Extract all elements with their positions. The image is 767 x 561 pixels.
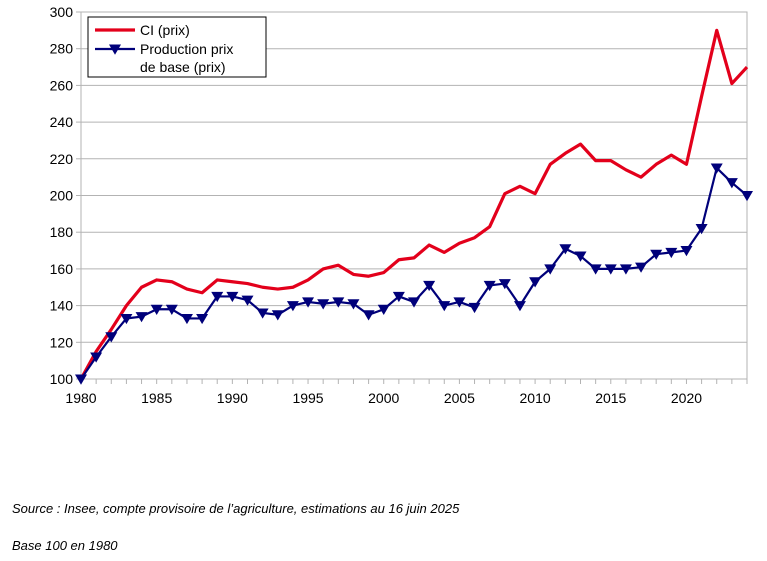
data-point: [665, 247, 678, 259]
data-point: [226, 291, 239, 303]
data-point: [725, 178, 738, 189]
legend-marker: [109, 44, 121, 55]
y-axis-ticks: 100 120 140 160 180 200 220 240 260 280 300: [50, 4, 81, 387]
data-point: [241, 295, 254, 306]
data-point: [196, 313, 209, 325]
data-point: [438, 301, 451, 312]
y-tick-label: 220: [50, 151, 74, 167]
data-point: [468, 302, 481, 314]
data-point: [529, 277, 542, 288]
data-point: [680, 246, 693, 257]
data-point: [105, 332, 118, 343]
data-point: [483, 280, 496, 292]
series-1: [75, 163, 753, 385]
data-point: [211, 291, 224, 303]
y-tick-label: 200: [50, 188, 74, 204]
x-tick-label: 1990: [217, 390, 248, 406]
data-point: [392, 291, 405, 303]
data-point: [741, 191, 753, 202]
chart-series: [75, 28, 753, 385]
y-tick-label: 240: [50, 114, 74, 130]
x-axis-ticks: 1980 1985 1990 1995 2000 2005 2010 2015 2020: [65, 379, 748, 406]
legend-label: Production prix: [140, 41, 233, 57]
chart-legend: CI (prix) Production prix de base (prix): [87, 16, 267, 78]
data-point: [619, 264, 632, 275]
series-line: [80, 166, 748, 380]
legend-label: CI (prix): [140, 22, 190, 38]
x-tick-label: 1995: [292, 390, 323, 406]
data-point: [135, 312, 148, 323]
data-point: [574, 251, 587, 262]
data-point: [332, 297, 345, 308]
y-tick-label: 140: [50, 298, 74, 314]
data-point: [317, 299, 330, 310]
data-point: [150, 304, 163, 315]
data-point: [377, 304, 390, 315]
data-point: [710, 163, 723, 174]
data-point: [362, 310, 375, 321]
data-point: [635, 262, 648, 273]
data-point: [256, 308, 269, 319]
data-point: [559, 244, 572, 255]
data-point: [544, 264, 557, 275]
data-point: [650, 249, 663, 260]
series-line: [79, 28, 749, 380]
base-note: Base 100 en 1980: [12, 538, 118, 553]
source-note: Source : Insee, compte provisoire de l’a…: [12, 501, 460, 516]
data-point: [589, 264, 602, 275]
data-point: [302, 297, 315, 308]
y-tick-label: 160: [50, 261, 74, 277]
data-point: [408, 297, 420, 308]
y-tick-label: 300: [50, 4, 74, 20]
data-point: [498, 279, 511, 290]
data-point: [165, 304, 178, 315]
series-0: [79, 28, 749, 380]
data-point: [347, 299, 360, 310]
legend-label: de base (prix): [140, 59, 226, 75]
x-tick-label: 2010: [520, 390, 551, 406]
x-tick-label: 2005: [444, 390, 475, 406]
data-point: [75, 374, 87, 385]
x-tick-label: 1985: [141, 390, 172, 406]
x-tick-label: 2000: [368, 390, 399, 406]
data-point: [453, 297, 466, 308]
data-point: [604, 264, 617, 275]
y-tick-label: 100: [50, 371, 74, 387]
x-tick-label: 2015: [595, 390, 626, 406]
data-point: [286, 301, 299, 312]
y-tick-label: 280: [50, 41, 74, 57]
y-tick-label: 120: [50, 334, 74, 350]
data-point: [423, 280, 436, 292]
y-tick-label: 260: [50, 77, 74, 93]
data-point: [90, 352, 103, 363]
data-point: [120, 313, 133, 325]
x-tick-label: 2020: [671, 390, 702, 406]
data-point: [513, 301, 526, 312]
y-tick-label: 180: [50, 224, 74, 240]
x-tick-label: 1980: [65, 390, 96, 406]
data-point: [180, 313, 193, 325]
data-point: [271, 310, 284, 321]
data-point: [695, 224, 708, 235]
